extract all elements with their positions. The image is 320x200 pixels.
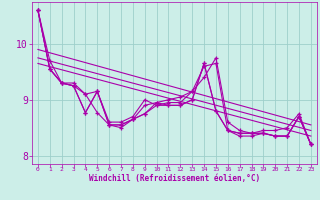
X-axis label: Windchill (Refroidissement éolien,°C): Windchill (Refroidissement éolien,°C) [89, 174, 260, 183]
